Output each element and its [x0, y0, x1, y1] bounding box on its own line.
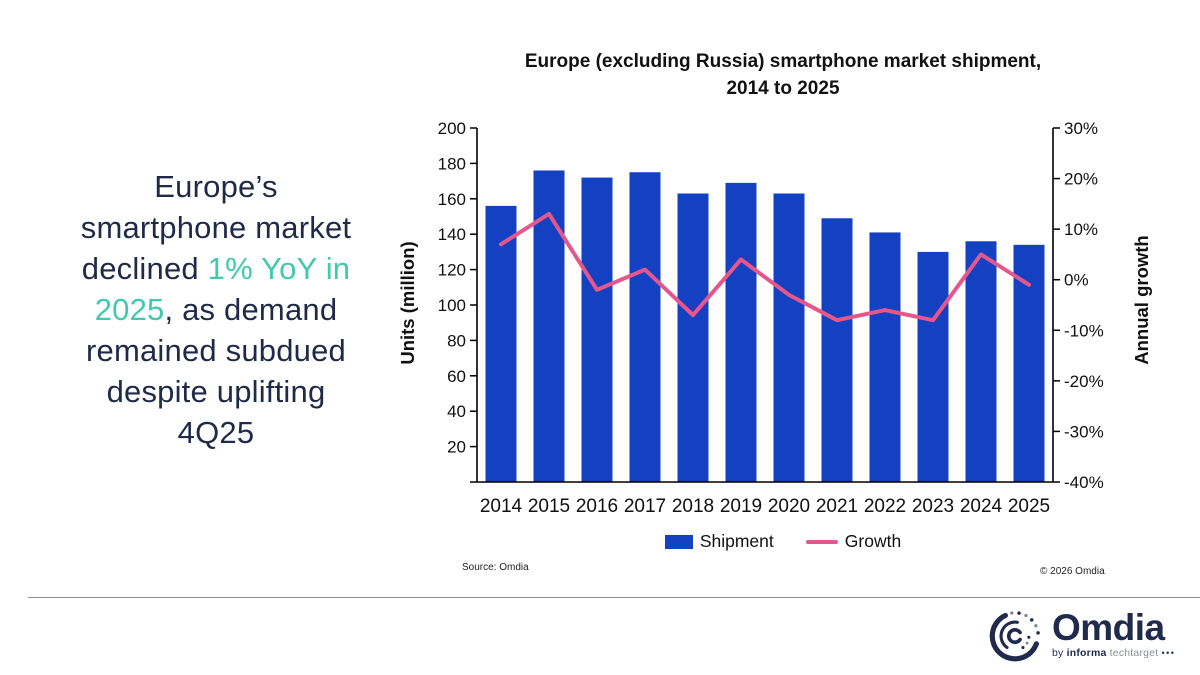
- headline-highlight: 2025: [94, 292, 165, 327]
- bar-2018: [677, 193, 709, 483]
- x-axis-label-2021: 2021: [816, 496, 858, 517]
- left-axis-tick-label: 100: [438, 296, 466, 315]
- headline-text: declined: [81, 251, 208, 286]
- chart-title-line-2: 2014 to 2025: [726, 78, 840, 99]
- left-axis-tick-label: 80: [447, 331, 466, 350]
- x-axis-label-2016: 2016: [576, 496, 618, 517]
- x-axis-label-2017: 2017: [624, 496, 666, 517]
- x-axis-label-2018: 2018: [672, 496, 714, 517]
- omdia-byline: by informa techtarget •••: [1052, 647, 1175, 659]
- left-axis-title: Units (million): [397, 241, 418, 365]
- headline-text: despite uplifting: [106, 374, 326, 409]
- legend-item-growth: Growth: [805, 531, 902, 552]
- right-axis-tick-label: 10%: [1064, 220, 1098, 239]
- chart-title: Europe (excluding Russia) smartphone mar…: [483, 48, 1083, 102]
- bar-2022: [869, 232, 901, 482]
- bar-2017: [629, 172, 661, 482]
- left-axis-tick-label: 120: [438, 261, 466, 280]
- headline-line: Europe’s: [28, 166, 404, 207]
- x-axis-label-2014: 2014: [480, 496, 523, 517]
- right-axis-tick-label: 30%: [1064, 119, 1098, 138]
- bar-2019: [725, 182, 757, 482]
- bar-2014: [485, 205, 517, 482]
- legend-item-shipment: Shipment: [664, 531, 774, 552]
- bar-2021: [821, 218, 853, 482]
- x-axis-label-2020: 2020: [768, 496, 810, 517]
- headline-line: despite uplifting: [28, 371, 404, 412]
- x-axis-label-2025: 2025: [1008, 496, 1050, 517]
- headline-line: 2025, as demand: [28, 289, 404, 330]
- headline-line: declined 1% YoY in: [28, 248, 404, 289]
- omdia-swirl-icon: [989, 611, 1040, 662]
- bar-2016: [581, 177, 613, 482]
- omdia-logo: Omdia by informa techtarget •••: [984, 604, 1175, 666]
- headline: Europe’s smartphone market declined 1% YoY…: [28, 166, 404, 453]
- left-axis-tick-label: 160: [438, 190, 466, 209]
- bar-2024: [965, 241, 997, 482]
- bar-2023: [917, 251, 949, 482]
- right-axis-tick-label: -40%: [1064, 473, 1104, 492]
- left-axis-tick-label: 60: [447, 367, 466, 386]
- source-note: Source: Omdia: [462, 562, 529, 573]
- headline-text: 4Q25: [177, 415, 255, 450]
- right-axis-tick-label: 20%: [1064, 170, 1098, 189]
- right-axis-tick-label: -10%: [1064, 321, 1104, 340]
- left-axis-tick-label: 180: [438, 154, 466, 173]
- x-axis-label-2015: 2015: [528, 496, 570, 517]
- right-axis-title: Annual growth: [1131, 235, 1152, 365]
- x-axis-label-2022: 2022: [864, 496, 906, 517]
- headline-line: smartphone market: [28, 207, 404, 248]
- byline-by: by: [1052, 647, 1064, 659]
- copyright-note: © 2026 Omdia: [1040, 566, 1105, 577]
- legend-label-growth: Growth: [844, 531, 902, 551]
- x-axis-label-2023: 2023: [912, 496, 954, 517]
- left-axis-tick-label: 40: [447, 402, 466, 421]
- bar-2025: [1013, 244, 1045, 482]
- byline-informa: informa: [1066, 647, 1107, 659]
- headline-text: Europe’s: [154, 169, 278, 204]
- left-axis-tick-label: 140: [438, 225, 466, 244]
- shipment-swatch-icon: [664, 534, 693, 549]
- left-axis-tick-label: 20: [447, 438, 466, 457]
- x-axis-label-2024: 2024: [960, 496, 1003, 517]
- legend-label-shipment: Shipment: [699, 531, 774, 551]
- chart-title-line-1: Europe (excluding Russia) smartphone mar…: [524, 51, 1042, 72]
- omdia-wordmark: Omdia: [1052, 607, 1165, 648]
- bar-2020: [773, 193, 805, 483]
- byline-dots-icon: •••: [1161, 648, 1176, 658]
- legend: Shipment Growth: [483, 531, 1083, 552]
- right-axis-tick-label: -30%: [1064, 422, 1104, 441]
- x-axis-label-2019: 2019: [720, 496, 762, 517]
- headline-highlight: 1% YoY in: [207, 251, 351, 286]
- right-axis-tick-label: -20%: [1064, 372, 1104, 391]
- omdia-logo-text: Omdia by informa techtarget •••: [1052, 604, 1175, 659]
- headline-text: , as demand: [164, 292, 338, 327]
- right-axis-tick-label: 0%: [1064, 271, 1089, 290]
- growth-swatch-icon: [805, 539, 838, 544]
- headline-text: smartphone market: [80, 210, 352, 245]
- left-axis-tick-label: 200: [438, 119, 466, 138]
- headline-line: 4Q25: [28, 412, 404, 453]
- divider: [28, 597, 1200, 598]
- headline-line: remained subdued: [28, 330, 404, 371]
- headline-text: remained subdued: [86, 333, 346, 368]
- byline-techtarget: techtarget: [1109, 647, 1159, 659]
- growth-line: [499, 211, 1031, 323]
